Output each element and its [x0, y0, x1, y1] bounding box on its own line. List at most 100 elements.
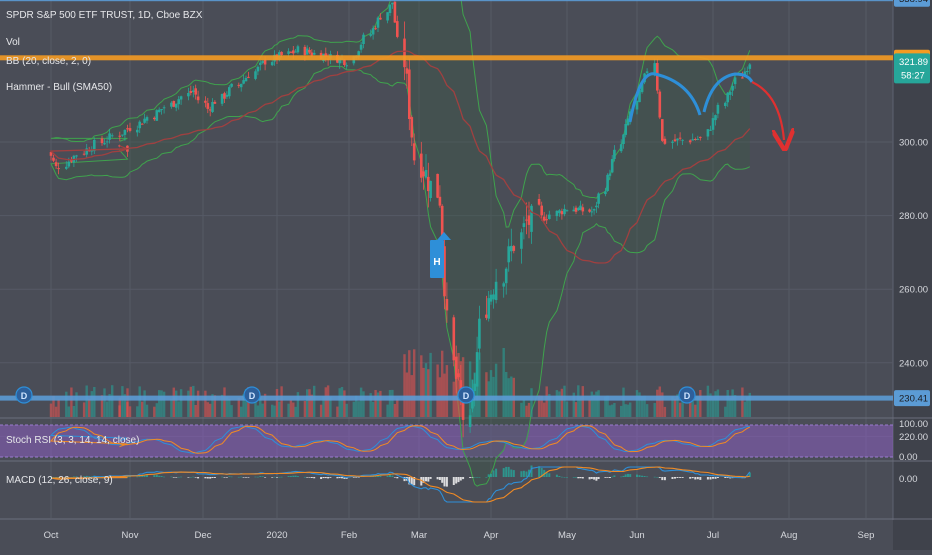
macd-histogram-bar — [545, 471, 548, 477]
pattern-label: Hammer - Bull (SMA50) — [6, 82, 112, 93]
macd-histogram-bar — [213, 477, 216, 478]
macd-histogram-bar — [643, 476, 646, 477]
candle-body — [192, 90, 195, 92]
volume-bar — [338, 388, 341, 417]
volume-bar — [352, 401, 355, 417]
volume-bar — [445, 365, 449, 417]
candle-body — [574, 207, 578, 212]
macd-histogram-bar — [355, 477, 358, 478]
candle-body — [443, 246, 446, 297]
volume-bar — [441, 350, 444, 417]
volume-bar — [254, 389, 257, 417]
volume-bar — [179, 389, 183, 417]
volume-bar — [57, 399, 60, 417]
macd-histogram-bar — [555, 474, 558, 477]
macd-histogram-bar — [396, 477, 399, 479]
dividend-label: D — [463, 391, 470, 401]
macd-histogram-bar — [393, 477, 396, 478]
macd-histogram-bar — [674, 477, 676, 479]
macd-histogram-bar — [572, 477, 575, 478]
candle-body — [427, 176, 430, 192]
macd-histogram-bar — [469, 477, 472, 478]
volume-bar — [525, 405, 528, 417]
candle-body — [512, 246, 516, 251]
volume-bar — [457, 353, 460, 417]
candle-body — [196, 96, 200, 101]
macd-histogram-bar — [306, 477, 309, 478]
macd-histogram-bar — [261, 476, 264, 477]
macd-histogram-bar — [575, 477, 577, 478]
volume-bar — [661, 392, 664, 417]
macd-histogram-bar — [242, 477, 245, 478]
macd-histogram-bar — [636, 474, 638, 477]
macd-histogram-bar — [459, 477, 462, 481]
price-tick-label: 280.00 — [899, 211, 928, 222]
candle-body — [213, 101, 217, 104]
macd-histogram-bar — [294, 475, 297, 477]
candle-body — [143, 118, 146, 123]
macd-histogram-bar — [138, 475, 141, 477]
macd-histogram-bar — [377, 475, 379, 477]
macd-histogram-bar — [502, 468, 505, 477]
candle-body — [581, 207, 585, 212]
volume-bar — [548, 394, 551, 417]
macd-histogram-bar — [303, 476, 306, 478]
time-tick-label: Sep — [858, 530, 875, 541]
candle-body — [393, 1, 397, 23]
volume-bar — [681, 391, 684, 417]
macd-histogram-bar — [577, 477, 580, 479]
candle-body — [613, 149, 616, 159]
dividend-label: D — [684, 391, 691, 401]
volume-bar — [340, 387, 344, 417]
macd-histogram-bar — [485, 477, 488, 478]
volume-bar — [577, 385, 580, 417]
hammer-box — [430, 240, 444, 278]
candle-body — [396, 21, 399, 37]
candle-body — [688, 140, 692, 143]
price-tick-label: 240.00 — [899, 358, 928, 369]
candle-body — [187, 93, 190, 97]
macd-histogram-bar — [197, 477, 200, 479]
candle-body — [478, 318, 481, 349]
macd-histogram-bar — [175, 477, 178, 478]
volume-bar — [223, 387, 226, 417]
volume-bar — [196, 390, 200, 417]
macd-histogram-bar — [271, 477, 274, 478]
macd-histogram-bar — [425, 477, 427, 482]
macd-histogram-bar — [50, 477, 52, 478]
level-tag-text: 338.94 — [899, 0, 928, 5]
candle-body — [254, 71, 257, 79]
volume-bar — [123, 394, 127, 417]
volume-bar — [545, 386, 548, 417]
macd-histogram-bar — [292, 475, 295, 477]
volume-bar — [155, 403, 158, 417]
candle-body — [410, 117, 414, 138]
dividend-marker-2: D — [457, 386, 475, 404]
volume-bar — [70, 387, 73, 417]
last-price-bg — [894, 53, 930, 84]
candle-body — [699, 136, 702, 138]
candle-body — [371, 28, 375, 35]
candle-body — [445, 299, 449, 311]
candle-body — [379, 17, 382, 20]
macd-label: MACD (12, 26, close, 9) — [6, 475, 113, 486]
candle-body — [595, 205, 598, 208]
candle-body — [741, 77, 744, 79]
macd-histogram-bar — [320, 477, 323, 479]
macd-histogram-bar — [289, 476, 292, 477]
volume-bar — [748, 392, 751, 417]
macd-histogram-bar — [624, 474, 627, 477]
candle-body — [540, 205, 543, 216]
macd-histogram-bar — [158, 475, 161, 477]
volume-bar — [656, 389, 659, 417]
stoch-label: Stoch RSI (3, 3, 14, 14, close) — [6, 435, 139, 446]
candle-body — [263, 59, 267, 65]
macd-histogram-bar — [507, 466, 510, 477]
volume-bar — [319, 404, 323, 417]
volume-bar — [635, 390, 639, 417]
candle-body — [424, 170, 428, 178]
candle-body — [138, 121, 141, 129]
candle-body — [194, 88, 197, 95]
candle-body — [237, 84, 241, 86]
volume-bar — [611, 404, 614, 417]
